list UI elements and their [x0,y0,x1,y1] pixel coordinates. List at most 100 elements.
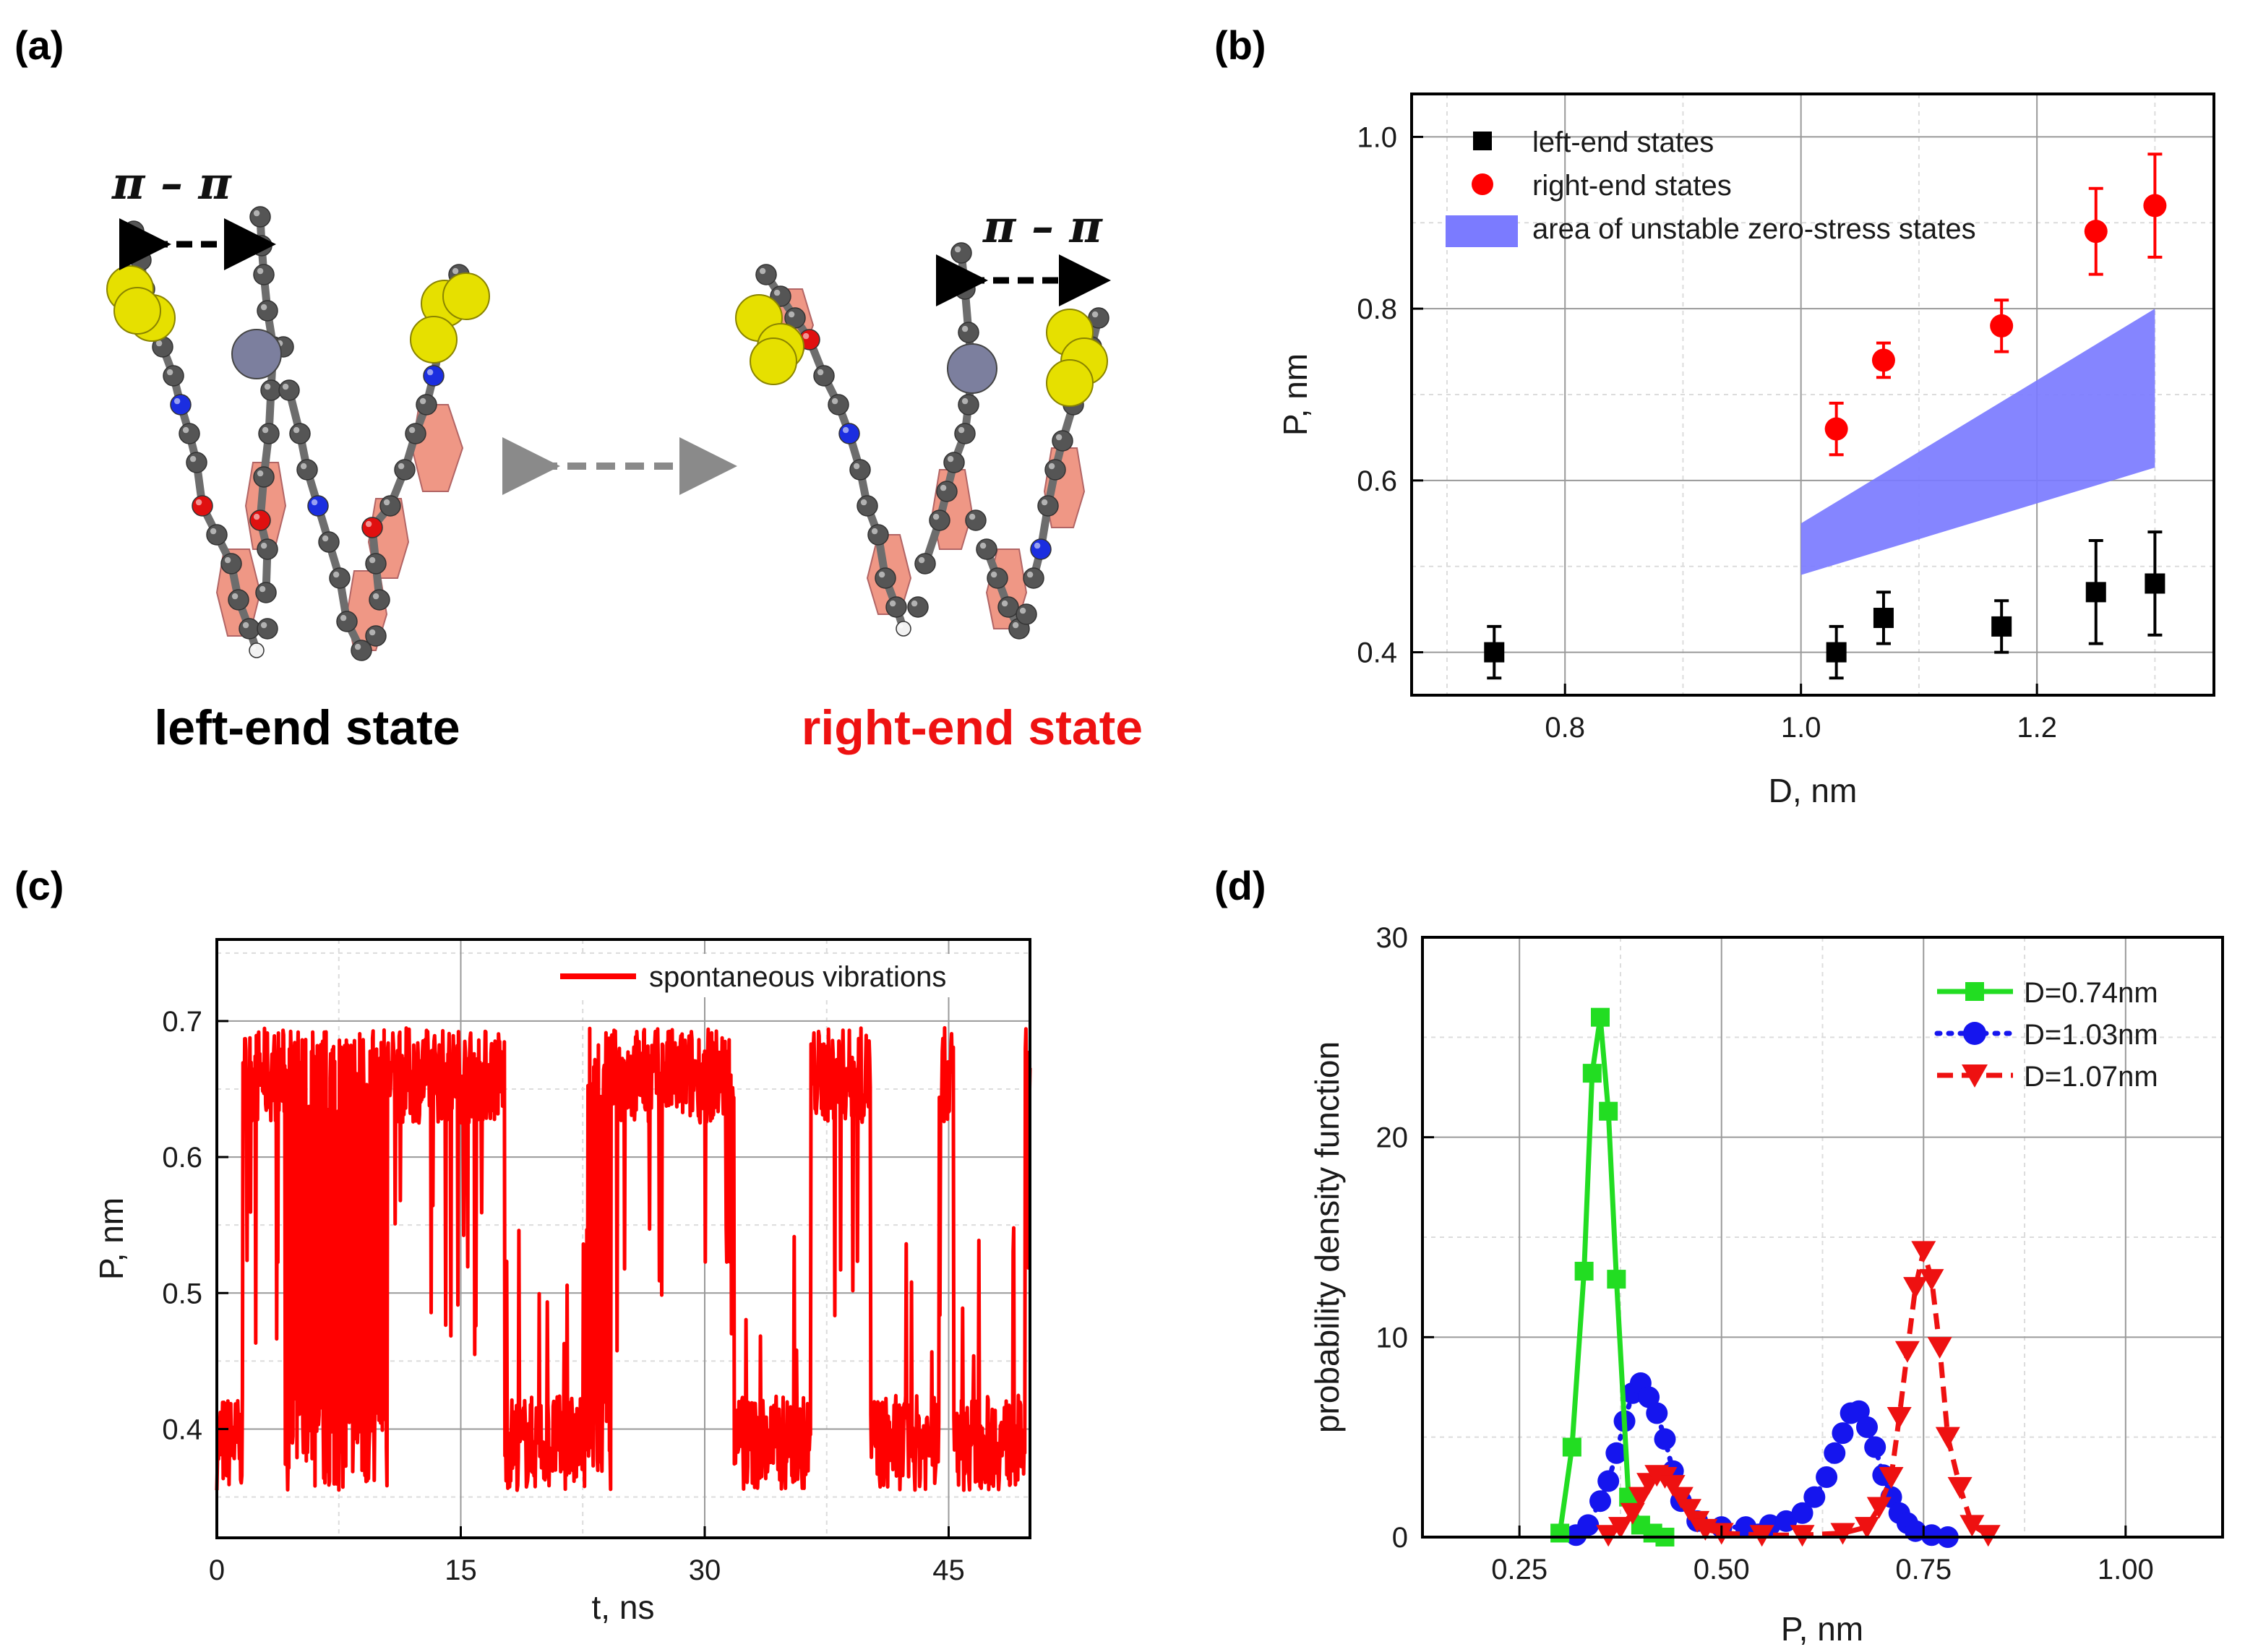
left-molecule-atom-highlight [369,556,376,564]
pdf-point-107 [1866,1497,1892,1519]
panel-c-ytick-label: 0.4 [162,1414,202,1445]
pdf-point-107 [1935,1427,1960,1449]
right-molecule-atom-highlight [853,463,860,470]
left-molecule-carbon-atom [239,618,260,640]
right-molecule-atom-highlight [1055,434,1063,441]
left-molecule-carbon-atom [228,589,249,611]
left-molecule-carbon-atom [255,582,277,603]
right-molecule-atom-highlight [831,397,838,405]
right-molecule-carbon-atom [965,509,987,531]
left-molecule-atom-highlight [253,513,260,520]
right-molecule-atom-highlight [961,397,969,405]
left-molecule-carbon-atom [163,365,184,387]
left-molecule-oxygen-atom [192,495,213,517]
panel-d-frame [1421,936,2224,1539]
right-end-point [2084,220,2108,244]
right-molecule-carbon-atom [943,452,965,473]
left-molecule-atom-highlight [134,253,141,260]
pdf-point-103 [1589,1490,1611,1513]
right-molecule-carbon-atom [936,481,958,502]
right-molecule-atom-highlight [842,426,849,434]
right-molecule-carbon-atom [958,394,979,416]
right-molecule-nitrogen-atom [838,423,860,444]
right-molecule-carbon-atom [976,538,997,560]
left-molecule-carbon-atom [179,423,200,444]
pdf-point-107 [1947,1476,1973,1499]
panel-b-xlabel: D, nm [1769,772,1858,809]
left-molecule-carbon-atom [249,206,271,228]
left-molecule-atom-highlight [155,340,163,347]
panel-c-legend: spontaneous vibrations [549,954,1019,997]
right-molecule-atom-highlight [817,369,824,376]
legend-d103-marker [1963,1022,1986,1045]
left-molecule-nitrogen-atom [170,394,192,416]
left-molecule-metal-atom [231,329,282,379]
panel-c-trace [215,1025,1032,1492]
right-end-point [2143,194,2167,218]
left-molecule-atom-highlight [166,369,173,376]
right-molecule-sulfur-atom [750,337,797,385]
left-molecule-atom-highlight [383,499,390,506]
pdf-point-074 [1582,1064,1602,1083]
left-molecule-carbon-atom [405,423,426,444]
left-molecule-atom-highlight [419,397,426,405]
left-molecule-atom-highlight [372,593,379,600]
right-molecule-carbon-atom [958,322,979,343]
panel-d-xlabel: P, nm [1781,1610,1863,1648]
left-molecule-atom-highlight [322,535,329,542]
left-molecule-sulfur-atom [442,272,490,320]
right-molecule-atom-highlight [954,246,961,253]
right-molecule-atom-highlight [878,571,885,578]
legend-left-end-label: left-end states [1532,126,1714,158]
panel-d-xtick-label: 0.50 [1694,1554,1750,1586]
panel-label-d: (d) [1214,863,1266,908]
right-molecule-atom-highlight [871,528,878,535]
right-molecule-atom-highlight [911,600,918,607]
right-molecule-atom-highlight [979,542,987,549]
left-molecule-atom-highlight [369,629,376,636]
pdf-point-107 [1903,1277,1928,1299]
left-molecule-oxygen-atom [249,509,271,531]
panel-b-frame [1410,93,2215,697]
left-molecule-atom-highlight [260,304,267,311]
panel-c-ytick-label: 0.5 [162,1278,202,1309]
pdf-point-107 [1919,1269,1944,1291]
legend-left-end-marker [1473,132,1492,150]
left-molecule-atom-highlight [189,455,197,463]
left-molecule-atom-highlight [293,426,300,434]
right-molecule-atom-highlight [1034,542,1041,549]
left-molecule-atom-highlight [340,614,347,621]
left-molecule-carbon-atom [257,538,278,560]
left-molecule-atom-highlight [332,571,340,578]
pdf-point-107 [1677,1499,1701,1521]
panel-d-series [1550,1007,2001,1548]
right-molecule-atom-highlight [1041,499,1048,506]
pdf-line-107 [1607,1248,1990,1538]
panel-b-ytick-label: 0.6 [1357,465,1397,497]
right-molecule-atom-highlight [802,332,810,340]
right-molecule-carbon-atom [828,394,849,416]
panel-d-xtick-label: 0.75 [1895,1554,1952,1586]
right-molecule-hydrogen-atom [896,621,911,637]
right-molecule-carbon-atom [875,567,896,589]
right-molecule-atom-highlight [1019,607,1026,614]
left-molecule-carbon-atom [329,567,351,589]
left-molecule-nitrogen-atom [423,365,445,387]
panel-d-ytick-label: 0 [1392,1522,1408,1554]
left-end-molecule-illustration [106,206,490,661]
panel-b-ytick-label: 1.0 [1357,121,1397,153]
left-end-point [1873,608,1894,629]
pdf-point-074 [1599,1101,1618,1121]
panel-b-grid [1412,94,2214,695]
right-molecule-carbon-atom [997,596,1019,618]
left-molecule-atom-highlight [259,585,266,593]
left-pi-stack-label: π – π [111,157,233,210]
right-molecule-sulfur-atom [1046,359,1094,407]
right-molecule-carbon-atom [914,553,936,575]
pdf-point-103 [1597,1470,1620,1492]
left-molecule-atom-highlight [195,499,202,506]
left-molecule-carbon-atom [258,423,280,444]
left-molecule-oxygen-atom [361,517,383,538]
right-molecule-carbon-atom [813,365,835,387]
